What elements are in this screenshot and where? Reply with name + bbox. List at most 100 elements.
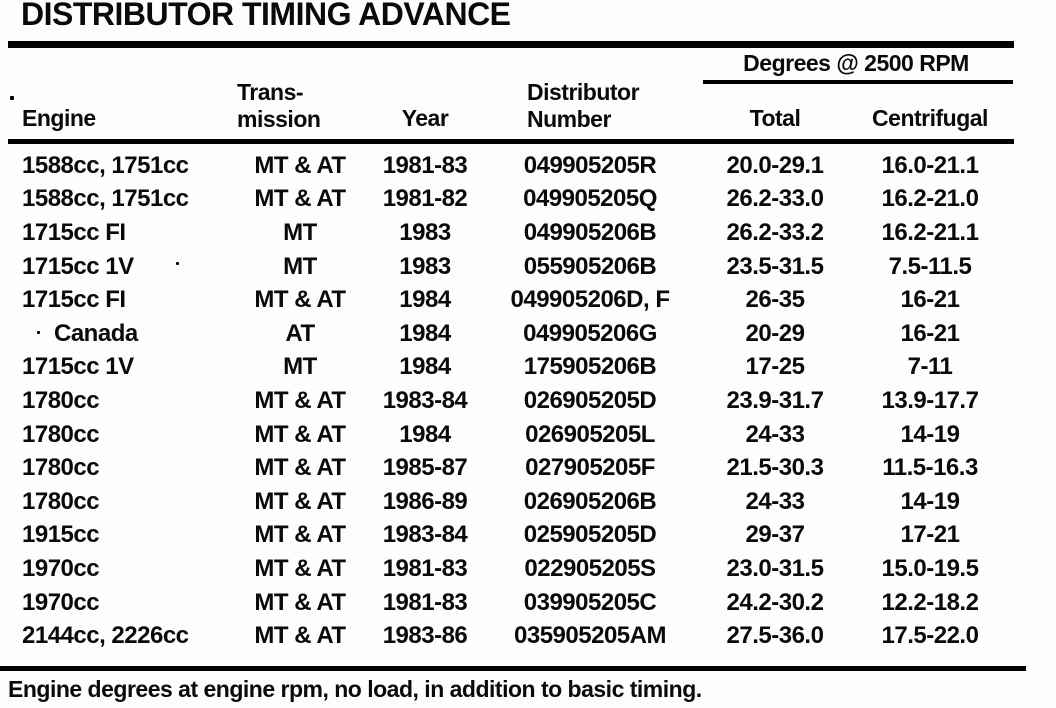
engine-cell: 1588cc, 1751cc [22,185,189,213]
centrifugal-degrees-cell: 16-21 [900,319,960,347]
engine-cell: 1780cc [22,386,100,414]
total-degrees-cell: 27.5-36.0 [726,622,824,650]
centrifugal-degrees-cell: 13.9-17.7 [881,386,979,414]
title-rule [8,41,1014,48]
table-row: 1970cc MT & AT 1981-83 022905205S 23.0-31.5 1… [0,552,1010,586]
table-row: Canada AT 1984 049905206G 20-29 16-21 [0,317,1010,351]
distributor-number-cell: 049905206G [523,319,657,347]
engine-cell: 1715cc FI [22,286,126,314]
column-header-year: Year [401,105,449,131]
engine-cell: 1780cc [22,487,100,515]
header-rule [8,139,1014,144]
centrifugal-degrees-cell: 16.2-21.1 [881,218,979,246]
column-header-distributor-line1: Distributor [527,79,640,105]
column-header-engine: Engine [22,105,96,131]
transmission-cell: MT & AT [254,286,346,314]
table-row: 1780cc MT & AT 1984 026905205L 24-33 14-19 [0,418,1010,452]
centrifugal-degrees-cell: 15.0-19.5 [881,554,979,582]
distributor-number-cell: 039905205C [523,588,657,616]
distributor-number-cell: 175905206B [523,353,657,381]
centrifugal-degrees-cell: 11.5-16.3 [882,454,978,482]
footnote: Engine degrees at engine rpm, no load, i… [8,676,702,702]
centrifugal-degrees-cell: 12.2-18.2 [881,588,979,616]
engine-cell: 1970cc [22,554,100,582]
total-degrees-cell: 26-35 [745,286,805,314]
year-cell: 1981-83 [382,588,468,616]
table-row: 1970cc MT & AT 1981-83 039905205C 24.2-30.2 1… [0,586,1010,620]
distributor-number-cell: 027905205F [525,454,655,482]
total-degrees-cell: 24.2-30.2 [726,588,824,616]
column-header-transmission: Trans- mission [237,79,321,133]
transmission-cell: MT & AT [254,487,346,515]
year-cell: 1984 [399,420,451,448]
table-row: 1780cc MT & AT 1985-87 027905205F 21.5-30.3 1… [0,451,1010,485]
centrifugal-degrees-cell: 17.5-22.0 [881,622,979,650]
total-degrees-cell: 17-25 [745,353,805,381]
distributor-number-cell: 049905205R [523,151,657,179]
column-header-transmission-line1: Trans- [237,79,304,105]
total-degrees-cell: 26.2-33.0 [726,185,824,213]
total-degrees-cell: 24-33 [745,487,805,515]
engine-cell: 1588cc, 1751cc [22,151,189,179]
engine-cell: 1780cc [22,454,100,482]
scan-artifact-dot [176,262,179,265]
transmission-cell: MT & AT [254,185,346,213]
transmission-cell: MT & AT [254,454,346,482]
total-degrees-cell: 23.0-31.5 [726,554,824,582]
table-row: 2144cc, 2226cc MT & AT 1983-86 035905205AM 2… [0,619,1010,653]
degrees-group-header: Degrees @ 2500 RPM [743,50,969,76]
distributor-number-cell: 026905206B [523,487,657,515]
year-cell: 1981-83 [382,151,468,179]
column-header-centrifugal: Centrifugal [872,105,988,131]
transmission-cell: MT [283,252,317,280]
engine-cell: 2144cc, 2226cc [22,622,189,650]
transmission-cell: MT & AT [254,151,346,179]
scan-artifact-dot [10,96,14,100]
transmission-cell: MT & AT [254,521,346,549]
year-cell: 1981-83 [382,554,468,582]
centrifugal-degrees-cell: 14-19 [900,420,960,448]
distributor-number-cell: 035905205AM [514,622,666,650]
footer-rule [0,666,1026,671]
engine-cell: 1715cc 1V [22,353,134,381]
engine-cell: 1970cc [22,588,100,616]
year-cell: 1981-82 [382,185,468,213]
table-row: 1588cc, 1751cc MT & AT 1981-83 049905205R 20… [0,149,1010,183]
scan-artifact-dot [37,331,40,334]
transmission-cell: AT [285,319,315,347]
table-row: 1715cc 1V MT 1984 175905206B 17-25 7-11 [0,351,1010,385]
table-row: 1715cc 1V MT 1983 055905206B 23.5-31.5 7.5-11… [0,250,1010,284]
transmission-cell: MT & AT [254,622,346,650]
year-cell: 1983 [399,252,451,280]
distributor-number-cell: 022905205S [524,554,656,582]
total-degrees-cell: 26.2-33.2 [726,218,824,246]
engine-cell: 1715cc FI [22,218,126,246]
engine-cell: 1915cc [22,521,100,549]
transmission-cell: MT & AT [254,554,346,582]
total-degrees-cell: 21.5-30.3 [726,454,824,482]
centrifugal-degrees-cell: 7-11 [907,353,953,381]
distributor-number-cell: 049905206B [523,218,657,246]
column-header-distributor-line2: Number [527,106,611,132]
centrifugal-degrees-cell: 17-21 [900,521,960,549]
year-cell: 1983-86 [382,622,468,650]
centrifugal-degrees-cell: 7.5-11.5 [888,252,972,280]
table-row: 1780cc MT & AT 1983-84 026905205D 23.9-31.7 1… [0,384,1010,418]
page-title: DISTRIBUTOR TIMING ADVANCE [21,0,511,32]
table-row: 1715cc FI MT & AT 1984 049905206D, F 26-35 16… [0,283,1010,317]
total-degrees-cell: 20.0-29.1 [726,151,824,179]
column-header-transmission-line2: mission [237,106,321,132]
distributor-number-cell: 026905205D [523,386,657,414]
year-cell: 1984 [399,353,451,381]
distributor-number-cell: 025905205D [523,521,657,549]
table-body: 1588cc, 1751cc MT & AT 1981-83 049905205R 20… [0,149,1010,653]
centrifugal-degrees-cell: 16.2-21.0 [881,185,979,213]
engine-cell: Canada [54,319,138,347]
degrees-group-rule [703,80,1013,84]
distributor-number-cell: 049905205Q [523,185,657,213]
engine-cell: 1715cc 1V [22,252,134,280]
centrifugal-degrees-cell: 16-21 [900,286,960,314]
distributor-number-cell: 049905206D, F [510,286,670,314]
distributor-number-cell: 026905205L [525,420,655,448]
total-degrees-cell: 24-33 [745,420,805,448]
